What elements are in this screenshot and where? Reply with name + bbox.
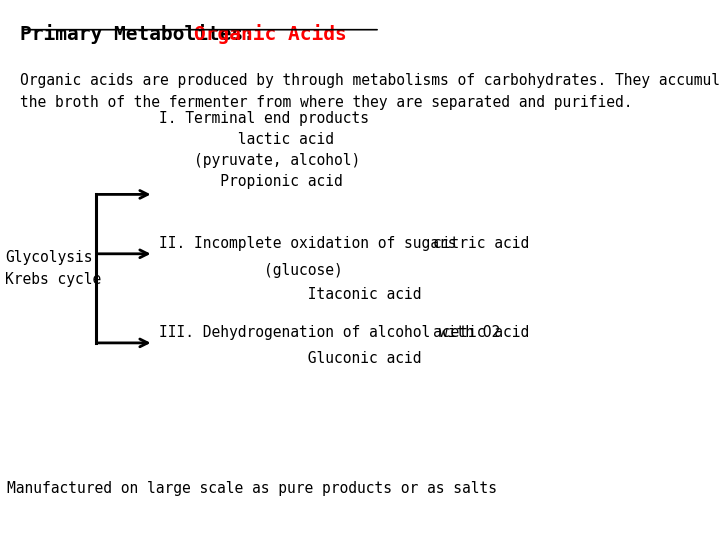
Text: acetic acid: acetic acid	[433, 325, 529, 340]
Text: Organic Acids: Organic Acids	[194, 24, 346, 44]
Text: Organic acids are produced by through metabolisms of carbohydrates. They accumul: Organic acids are produced by through me…	[20, 73, 720, 110]
Text: Itaconic acid: Itaconic acid	[158, 287, 421, 302]
Text: Gluconic acid: Gluconic acid	[158, 350, 421, 366]
Text: II. Incomplete oxidation of sugars: II. Incomplete oxidation of sugars	[158, 236, 456, 251]
Text: Manufactured on large scale as pure products or as salts: Manufactured on large scale as pure prod…	[6, 481, 497, 496]
Text: citric acid: citric acid	[433, 236, 529, 251]
Text: Glycolysis
Krebs cycle: Glycolysis Krebs cycle	[5, 250, 102, 287]
Text: III. Dehydrogenation of alcohol with O2: III. Dehydrogenation of alcohol with O2	[158, 325, 500, 340]
Text: I. Terminal end products
         lactic acid
    (pyruvate, alcohol)
       Pro: I. Terminal end products lactic acid (py…	[158, 111, 369, 189]
Text: Primary Metabolites:: Primary Metabolites:	[20, 24, 267, 44]
Text: (glucose): (glucose)	[158, 263, 342, 278]
